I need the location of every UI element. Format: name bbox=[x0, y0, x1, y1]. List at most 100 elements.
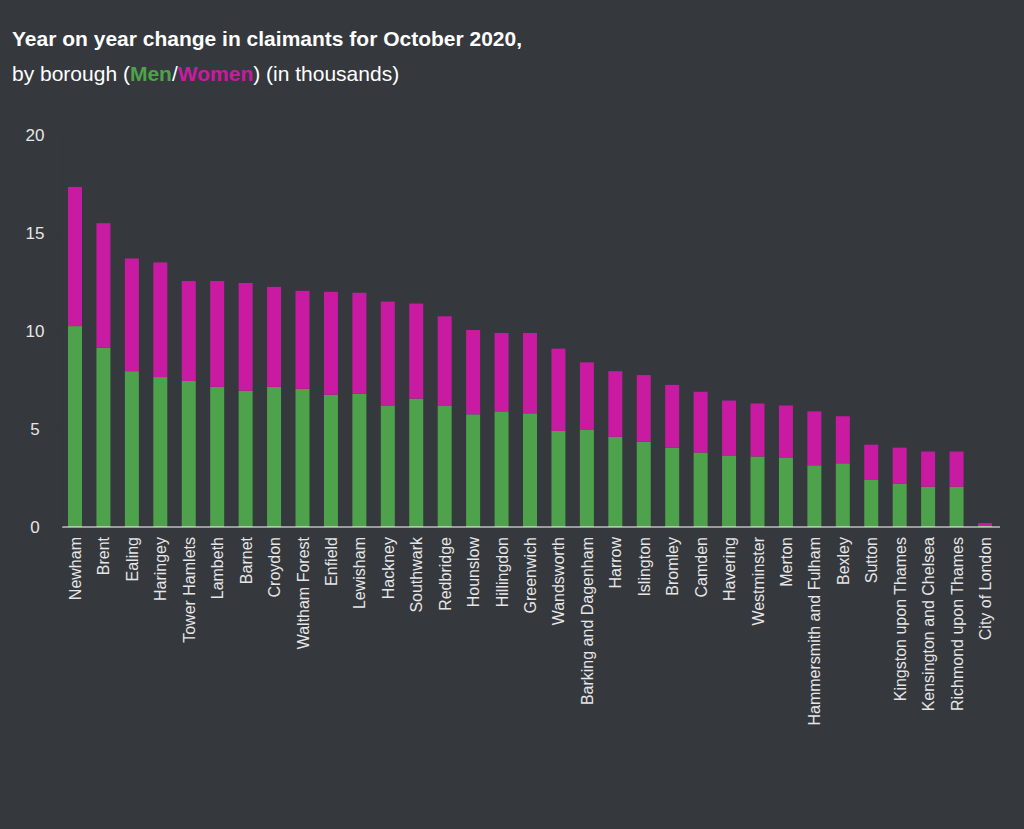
x-tick-label: Harrow bbox=[607, 537, 624, 589]
x-tick-label: Sutton bbox=[863, 537, 880, 583]
bar-segment bbox=[665, 448, 679, 527]
bar-segment bbox=[438, 405, 452, 527]
y-axis-line bbox=[62, 135, 63, 527]
x-tick-label: Westminster bbox=[750, 536, 767, 625]
bar-segment bbox=[296, 291, 310, 389]
bar-segment bbox=[921, 452, 935, 487]
x-tick-label: Hillingdon bbox=[494, 537, 511, 607]
bar-segment bbox=[580, 430, 594, 527]
x-tick-label: Ealing bbox=[124, 537, 141, 581]
bar-segment bbox=[466, 330, 480, 414]
bar-segment bbox=[68, 187, 82, 326]
bar-segment bbox=[68, 326, 82, 527]
bar-segment bbox=[580, 362, 594, 430]
x-tick-label: Kingston upon Thames bbox=[892, 537, 909, 701]
bar-segment bbox=[836, 463, 850, 527]
title: Year on year change in claimants for Oct… bbox=[12, 27, 522, 50]
bar-segment bbox=[665, 385, 679, 448]
y-tick bbox=[58, 135, 62, 136]
x-tick-label: Greenwich bbox=[522, 537, 539, 613]
x-tick-label: Southwark bbox=[408, 536, 425, 613]
bar-segment bbox=[495, 411, 509, 527]
bar-segment bbox=[324, 395, 338, 527]
x-tick-label: Kensington and Chelsea bbox=[920, 537, 937, 711]
x-tick-label: Hounslow bbox=[465, 537, 482, 608]
bar-segment bbox=[807, 411, 821, 465]
bar-segment bbox=[864, 445, 878, 480]
bar-segment bbox=[438, 316, 452, 405]
y-tick-label: 5 bbox=[30, 420, 39, 439]
bar-segment bbox=[381, 405, 395, 527]
bar-segment bbox=[978, 523, 992, 526]
bar-segment bbox=[324, 292, 338, 395]
bar-segment bbox=[466, 414, 480, 527]
bar-segment bbox=[210, 387, 224, 527]
bar-segment bbox=[239, 283, 253, 391]
x-tick-label: Lewisham bbox=[351, 537, 368, 609]
x-tick-label: Lambeth bbox=[209, 537, 226, 599]
x-tick-label: Bexley bbox=[835, 537, 852, 585]
bar-segment bbox=[409, 399, 423, 527]
bar-segment bbox=[637, 375, 651, 442]
bar-segment bbox=[836, 416, 850, 463]
bar-segment bbox=[125, 258, 139, 371]
bar-segment bbox=[551, 431, 565, 527]
x-tick-label: Brent bbox=[95, 536, 112, 575]
x-tick-label: Newham bbox=[67, 537, 84, 600]
bar-segment bbox=[381, 302, 395, 406]
bar-segment bbox=[779, 405, 793, 457]
subtitle: by borough (Men/Women) (in thousands) bbox=[12, 62, 399, 85]
bar-segment bbox=[807, 465, 821, 527]
bar-segment bbox=[296, 389, 310, 527]
y-tick bbox=[58, 331, 62, 332]
bar-segment bbox=[267, 387, 281, 527]
bar-segment bbox=[637, 442, 651, 527]
bar-segment bbox=[182, 381, 196, 527]
x-tick-label: Wandsworth bbox=[550, 537, 567, 625]
bar-segment bbox=[751, 404, 765, 457]
y-tick bbox=[58, 233, 62, 234]
bar-segment bbox=[523, 413, 537, 527]
bar-segment bbox=[182, 281, 196, 381]
bar-segment bbox=[893, 484, 907, 527]
x-tick-label: Bromley bbox=[664, 537, 681, 596]
x-axis-line bbox=[62, 527, 1000, 528]
bar-segment bbox=[96, 223, 110, 347]
background bbox=[0, 0, 1024, 829]
bar-segment bbox=[210, 281, 224, 387]
x-tick-label: Waltham Forest bbox=[295, 536, 312, 649]
y-tick-label: 15 bbox=[26, 224, 45, 243]
bar-segment bbox=[751, 456, 765, 527]
y-tick bbox=[58, 429, 62, 430]
x-tick-label: Merton bbox=[778, 537, 795, 587]
bar-segment bbox=[694, 453, 708, 527]
bar-segment bbox=[96, 348, 110, 527]
x-tick-label: Enfield bbox=[323, 537, 340, 586]
chart: Year on year change in claimants for Oct… bbox=[0, 0, 1024, 829]
bar-segment bbox=[893, 448, 907, 484]
y-tick-label: 10 bbox=[26, 322, 45, 341]
x-tick-label: Islington bbox=[636, 537, 653, 597]
x-tick-label: City of London bbox=[977, 537, 994, 640]
bar-segment bbox=[779, 457, 793, 527]
x-tick-label: Haringey bbox=[152, 537, 169, 601]
y-tick-label: 20 bbox=[26, 126, 45, 145]
x-tick-label: Tower Hamlets bbox=[181, 537, 198, 643]
bar-segment bbox=[125, 371, 139, 527]
y-tick-label: 0 bbox=[30, 518, 39, 537]
bar-segment bbox=[608, 371, 622, 437]
bar-segment bbox=[267, 287, 281, 387]
bar-segment bbox=[950, 487, 964, 527]
x-tick-label: Barnet bbox=[238, 536, 255, 584]
bar-segment bbox=[722, 401, 736, 456]
bar-segment bbox=[608, 437, 622, 527]
bar-segment bbox=[352, 293, 366, 394]
bar-segment bbox=[239, 391, 253, 527]
bar-segment bbox=[523, 333, 537, 413]
bar-segment bbox=[722, 455, 736, 527]
x-tick-label: Camden bbox=[693, 537, 710, 597]
x-tick-label: Havering bbox=[721, 537, 738, 601]
bar-segment bbox=[153, 262, 167, 377]
bar-segment bbox=[551, 349, 565, 431]
bar-segment bbox=[153, 377, 167, 527]
